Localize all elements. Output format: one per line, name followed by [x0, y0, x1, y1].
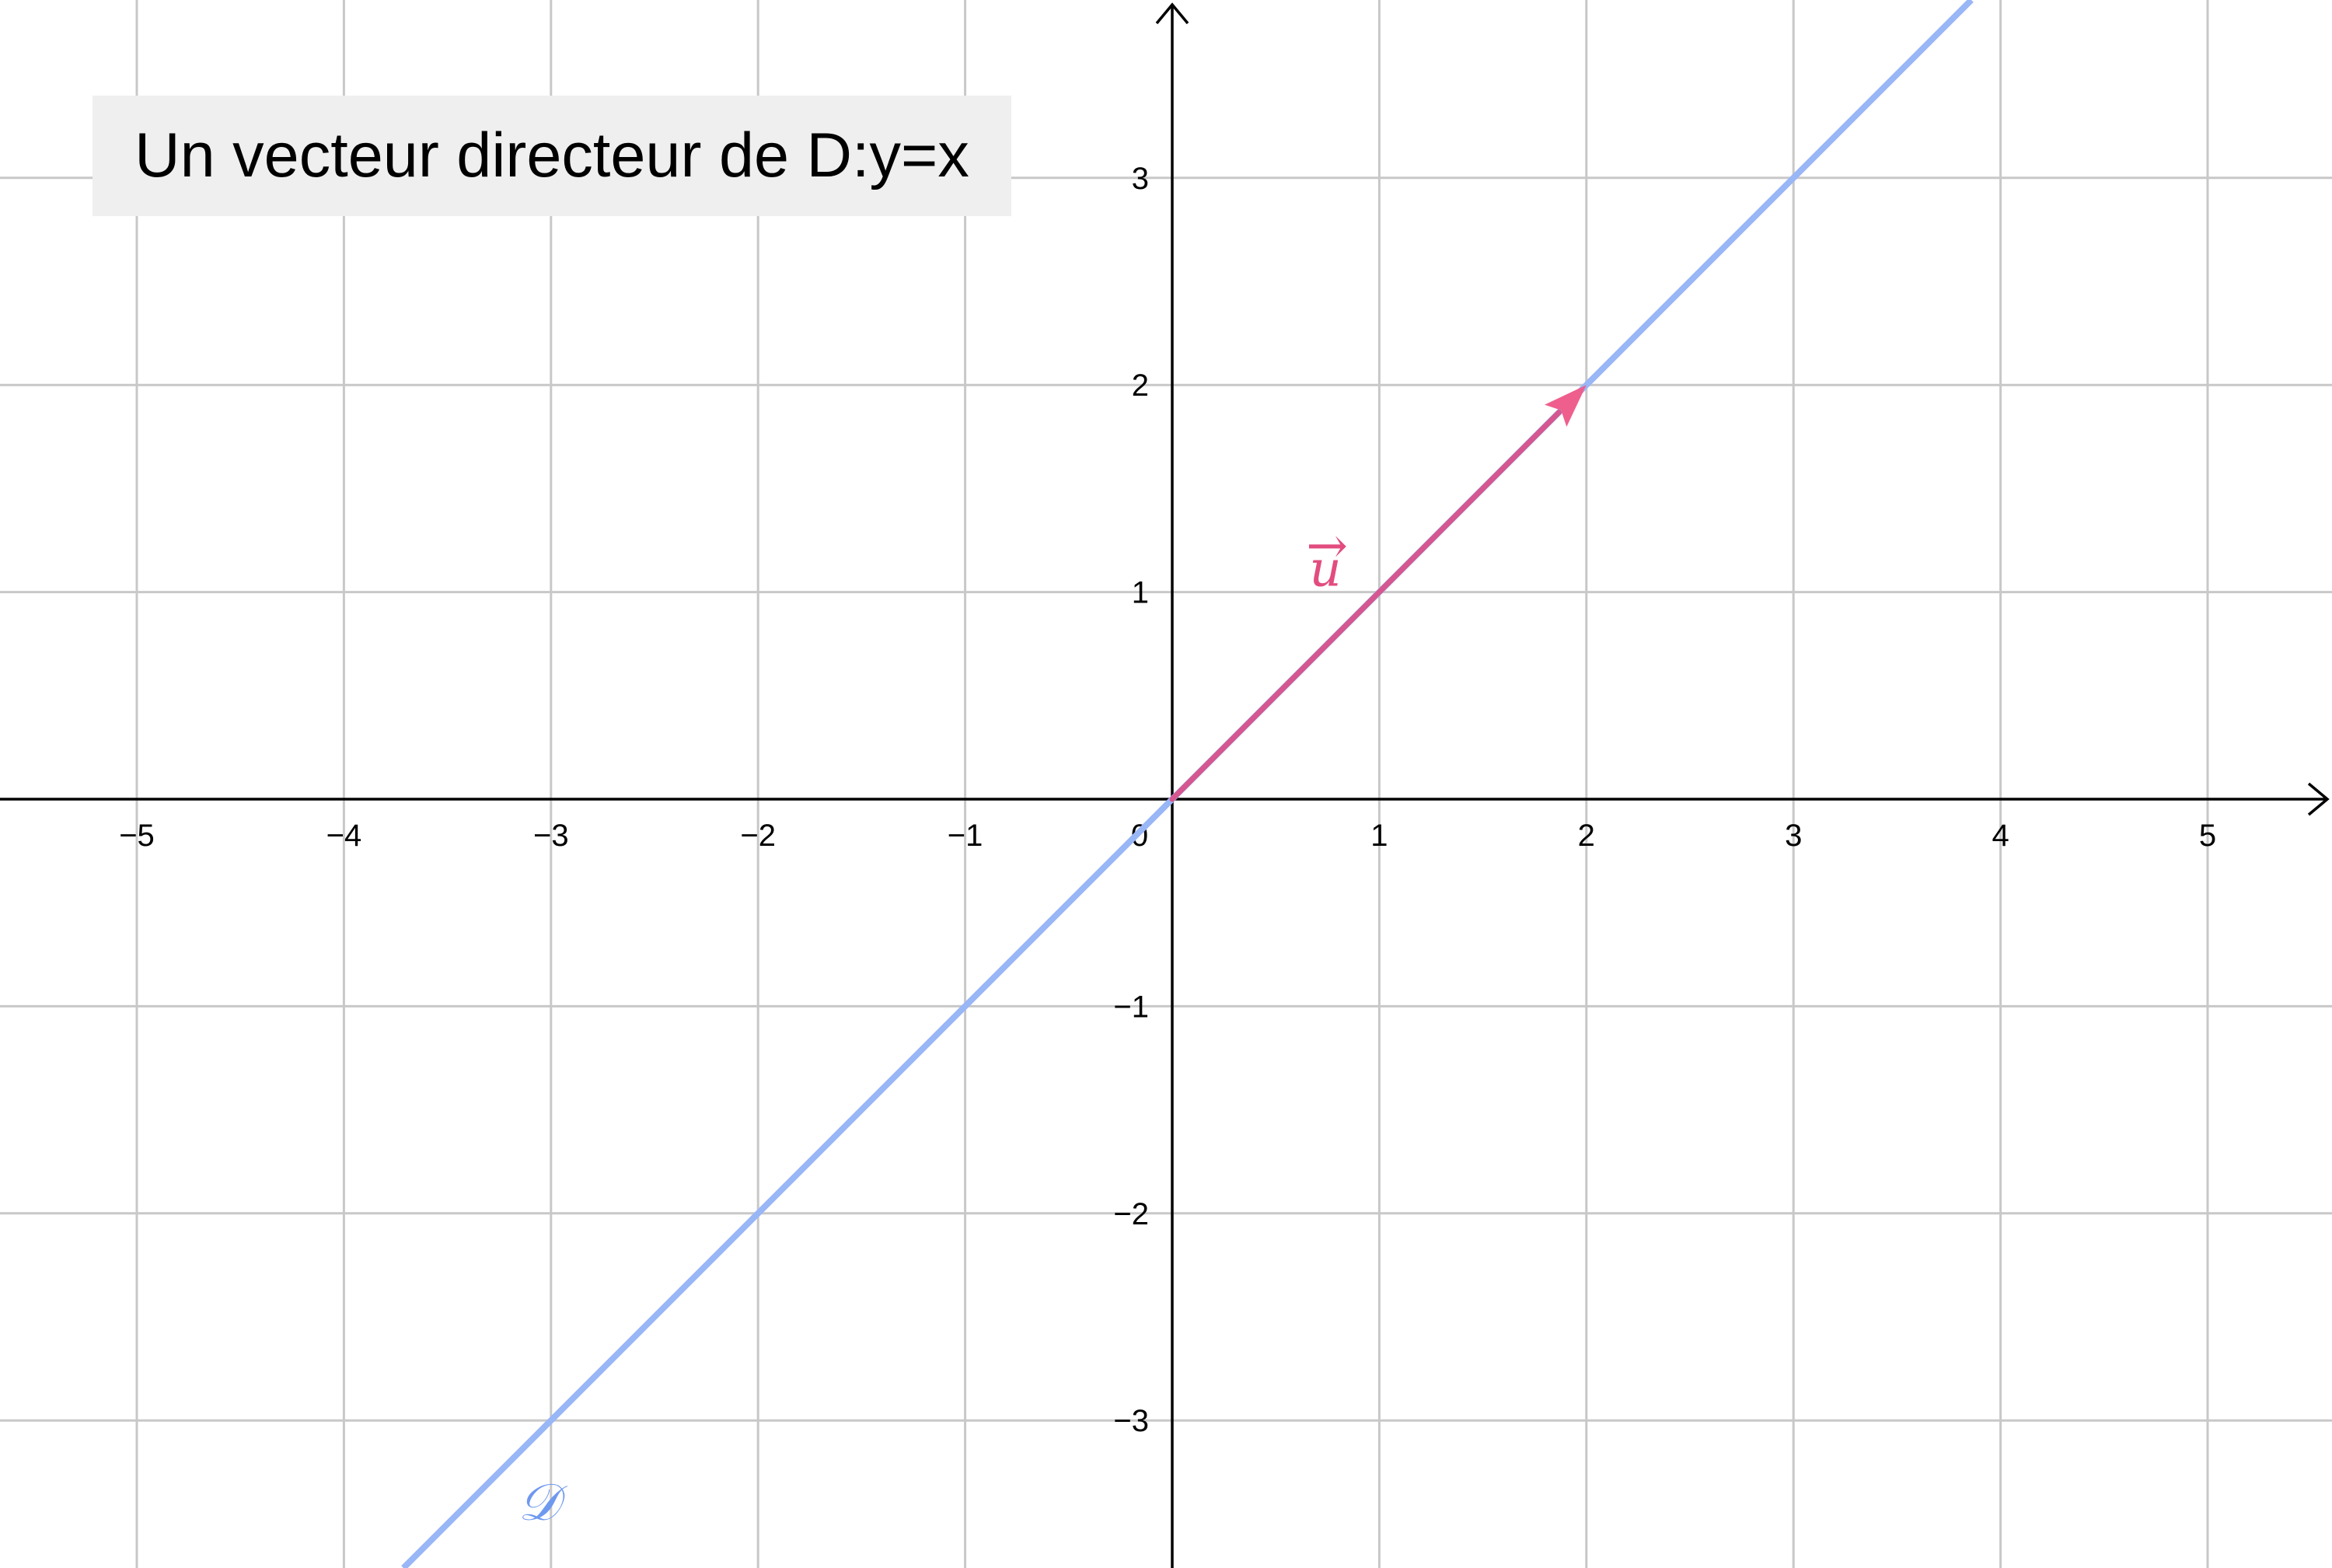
plot-labels: u→ 𝒟 — [518, 518, 1347, 1532]
title-box: Un vecteur directeur de D:y=x — [93, 96, 1011, 216]
x-tick-label: −3 — [533, 819, 569, 853]
x-tick-label: 3 — [1785, 819, 1802, 853]
vector-u-label-arrow: → — [1306, 518, 1348, 575]
y-tick-label: 2 — [1132, 368, 1149, 403]
x-tick-label: −5 — [119, 819, 155, 853]
y-tick-label: −1 — [1113, 990, 1149, 1024]
y-tick-label: 3 — [1132, 162, 1149, 196]
vector-u-shaft — [1169, 410, 1562, 802]
vector-u-label: u — [1310, 541, 1342, 599]
x-tick-label: 4 — [1992, 819, 2009, 853]
x-tick-label: −4 — [326, 819, 362, 853]
vector-u-arrowhead — [1545, 385, 1587, 427]
title-text: Un vecteur directeur de D:y=x — [134, 120, 969, 190]
x-tick-label: 1 — [1370, 819, 1388, 853]
plot-marks — [401, 0, 1974, 1568]
x-tick-label: −2 — [740, 819, 776, 853]
y-tick-label: −3 — [1113, 1404, 1149, 1438]
y-tick-label: 1 — [1132, 576, 1149, 610]
x-tick-label: 5 — [2199, 819, 2216, 853]
x-tick-label: 2 — [1578, 819, 1595, 853]
line-d-label: 𝒟 — [518, 1472, 567, 1532]
x-axis-arrow — [2307, 782, 2330, 816]
x-tick-label: −1 — [948, 819, 983, 853]
y-axis-arrow — [1155, 2, 1189, 25]
y-tick-label: −2 — [1113, 1197, 1149, 1231]
